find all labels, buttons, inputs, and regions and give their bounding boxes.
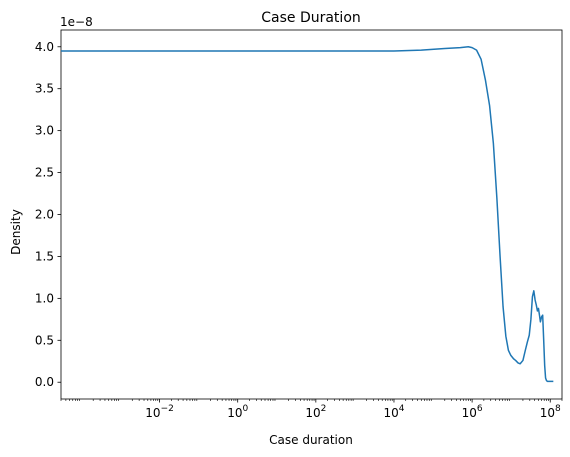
plot-area: 10−2 100 102 104 106 108 0.0 0.5 1.0 1.5 2.0 2.5 3.0… (35, 29, 563, 420)
y-tick-label: 4.0 (35, 40, 54, 54)
x-tick-label: 100 (227, 404, 248, 420)
y-tick-label: 1.0 (35, 291, 54, 305)
y-tick-label: 2.5 (35, 166, 54, 180)
y-tick-label: 2.0 (35, 208, 54, 222)
x-tick-label: 104 (383, 404, 404, 420)
y-tick-label: 0.5 (35, 333, 54, 347)
y-tick-label: 0.0 (35, 375, 54, 389)
x-tick-label: 108 (540, 404, 561, 420)
x-tick-label: 106 (462, 404, 483, 420)
y-tick-label: 1.5 (35, 249, 54, 263)
x-tick-label: 102 (305, 404, 326, 420)
y-offset-label: 1e−8 (60, 15, 93, 29)
series-line (61, 46, 554, 383)
y-tick-label: 3.5 (35, 82, 54, 96)
x-axis-label: Case duration (269, 433, 353, 447)
y-tick-label: 3.0 (35, 124, 54, 138)
y-axis-label: Density (9, 209, 23, 255)
x-tick-label: 10−2 (145, 404, 174, 420)
chart-title: Case Duration (261, 10, 361, 26)
